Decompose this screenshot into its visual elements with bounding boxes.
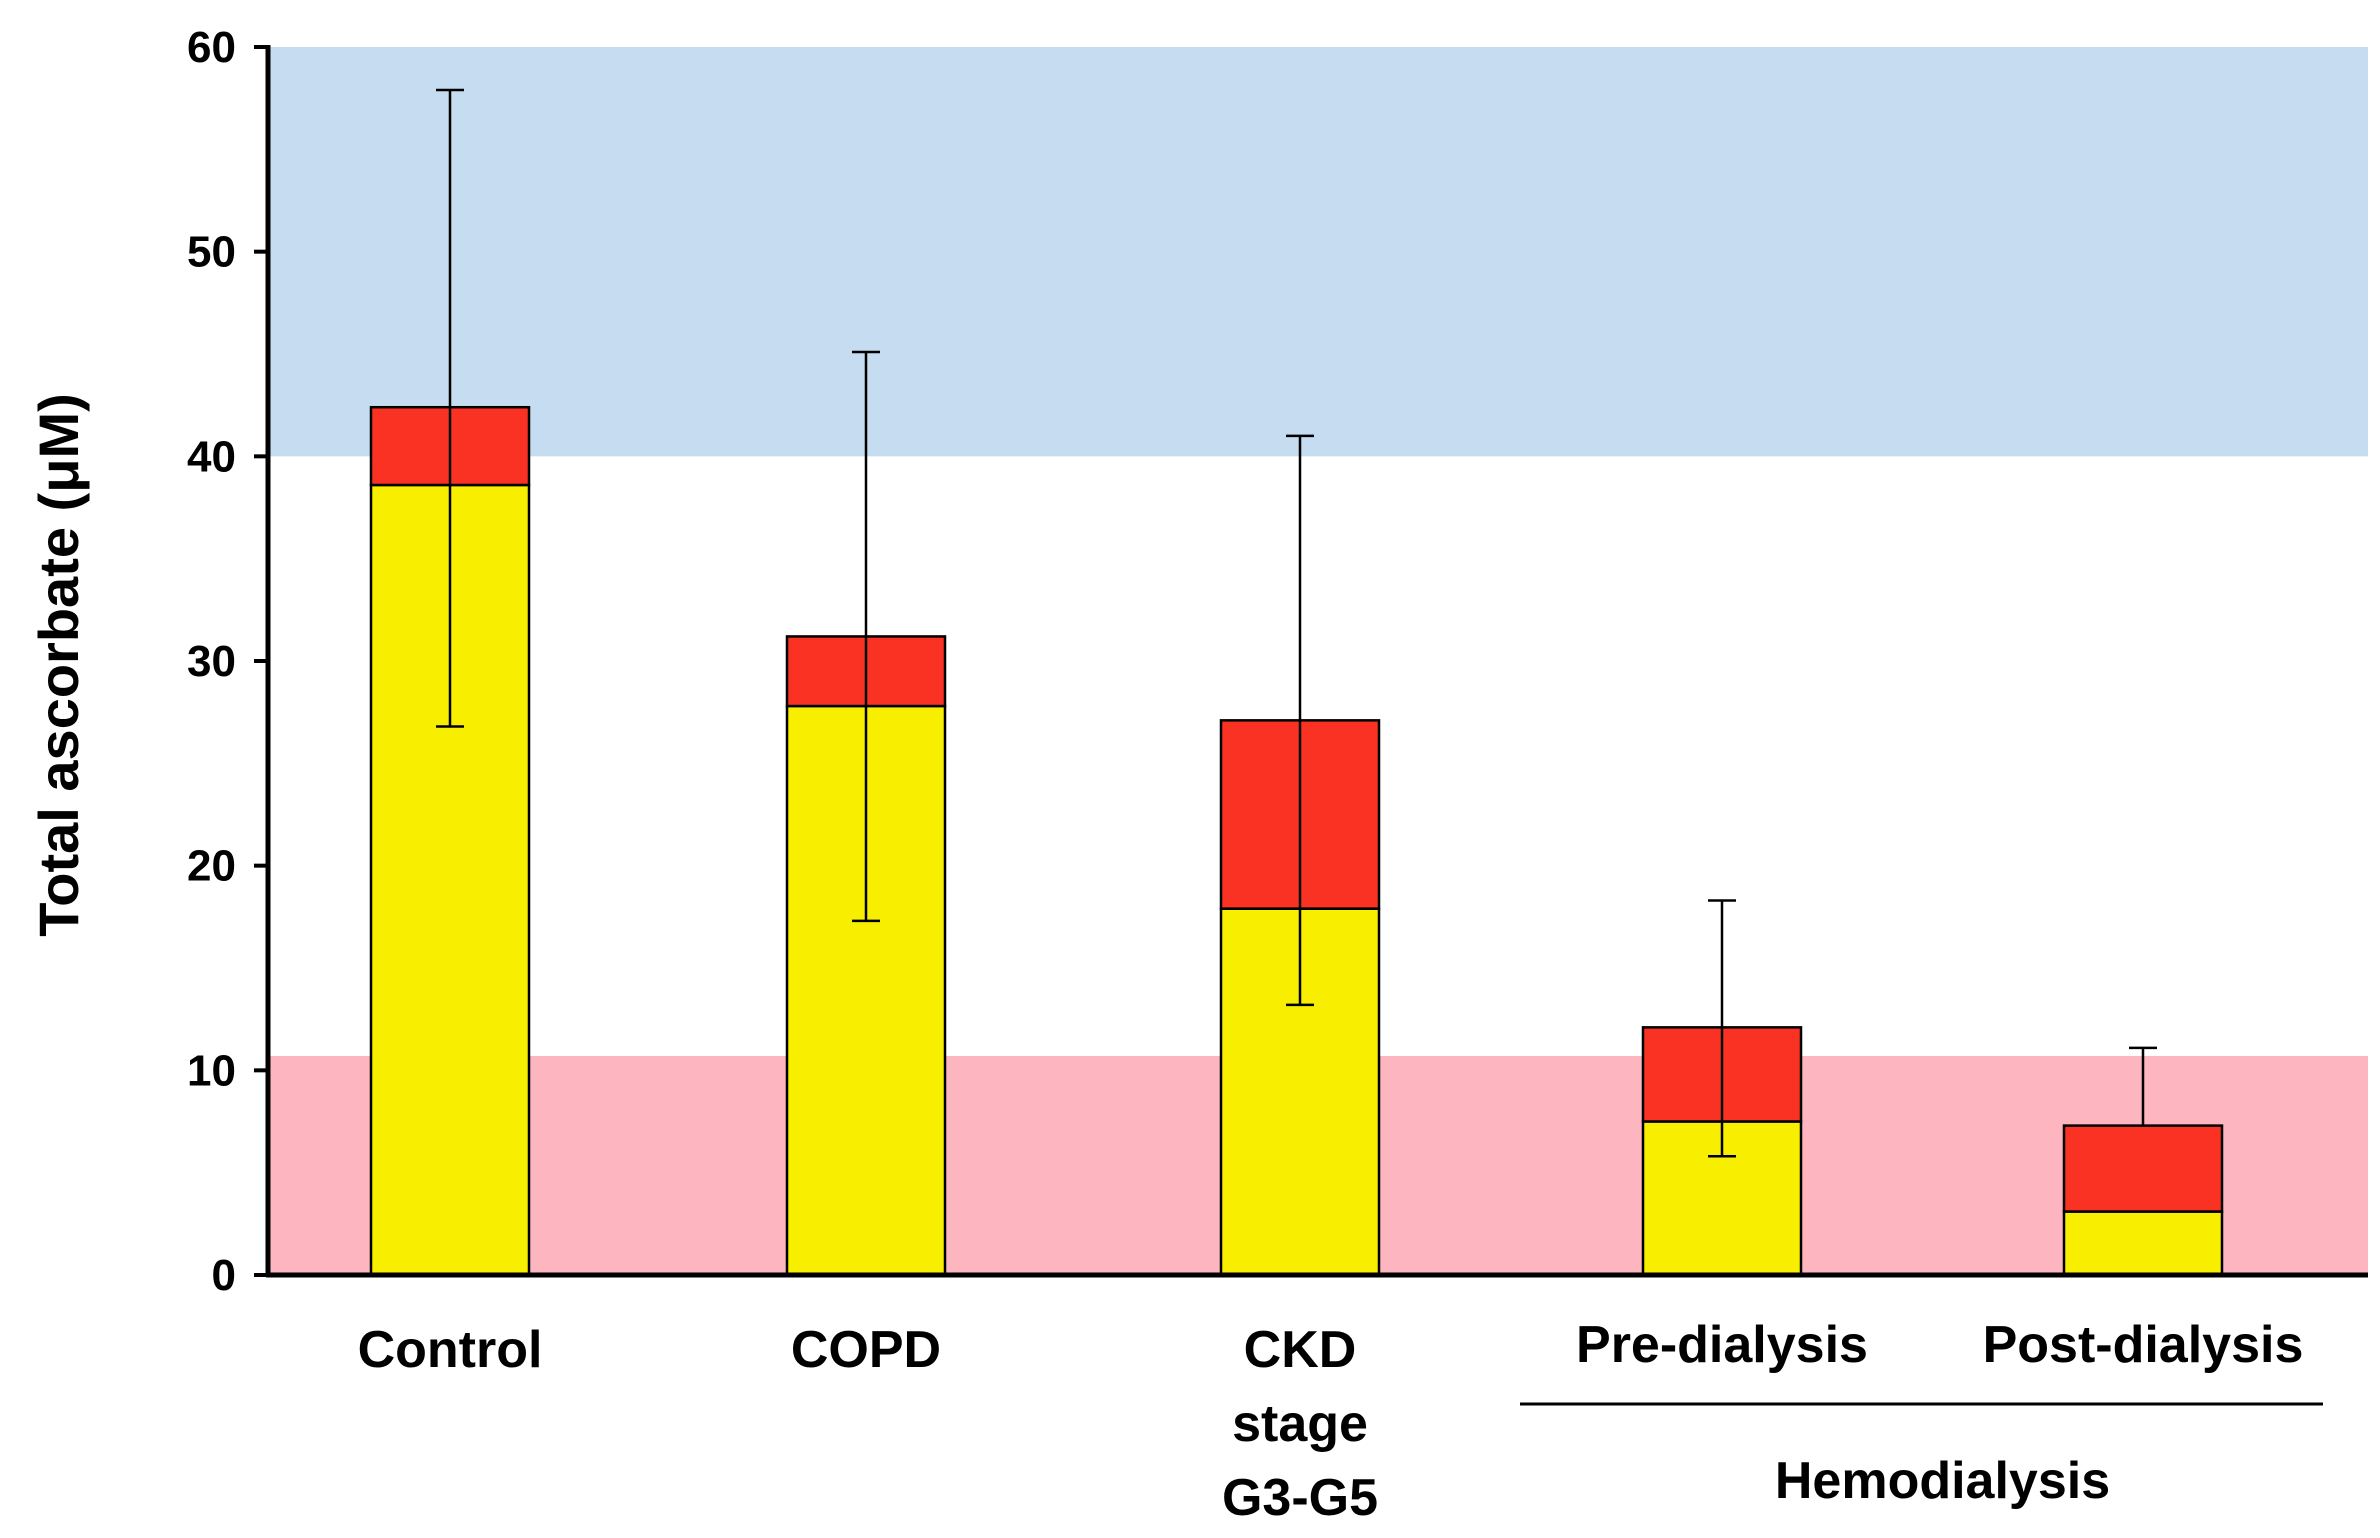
y-tick-label-0: 0 [212,1251,236,1300]
y-tick-label-60: 60 [187,23,236,72]
y-axis-title: Total ascorbate (μM) [27,393,90,937]
error-bars [436,88,2157,1158]
bar-4-segment-1 [2062,1124,2224,1213]
y-tick-label-10: 10 [187,1046,236,1095]
category-label-2-line-0: CKD [1244,1321,1357,1379]
bar-4-segment-0 [2062,1210,2224,1277]
category-label-2-line-2: G3-G5 [1222,1469,1378,1527]
y-tick-label-20: 20 [187,842,236,891]
y-tick-label-50: 50 [187,228,236,277]
category-label-1-line-0: COPD [791,1321,941,1379]
category-label-2-line-1: stage [1232,1395,1368,1453]
category-label-4-line-0: Post-dialysis [1983,1316,2304,1374]
category-label-3-line-0: Pre-dialysis [1576,1316,1868,1374]
y-tick-label-30: 30 [187,637,236,686]
group-label: Hemodialysis [1775,1452,2110,1510]
axes [254,45,2368,1406]
band-0 [268,47,2368,457]
labels: 0 10 20 30 40 50 60 Control COPD CKD stage G3-G5 Pre… [187,23,2303,1527]
y-tick-label-40: 40 [187,432,236,481]
category-label-0-line-0: Control [358,1321,543,1379]
